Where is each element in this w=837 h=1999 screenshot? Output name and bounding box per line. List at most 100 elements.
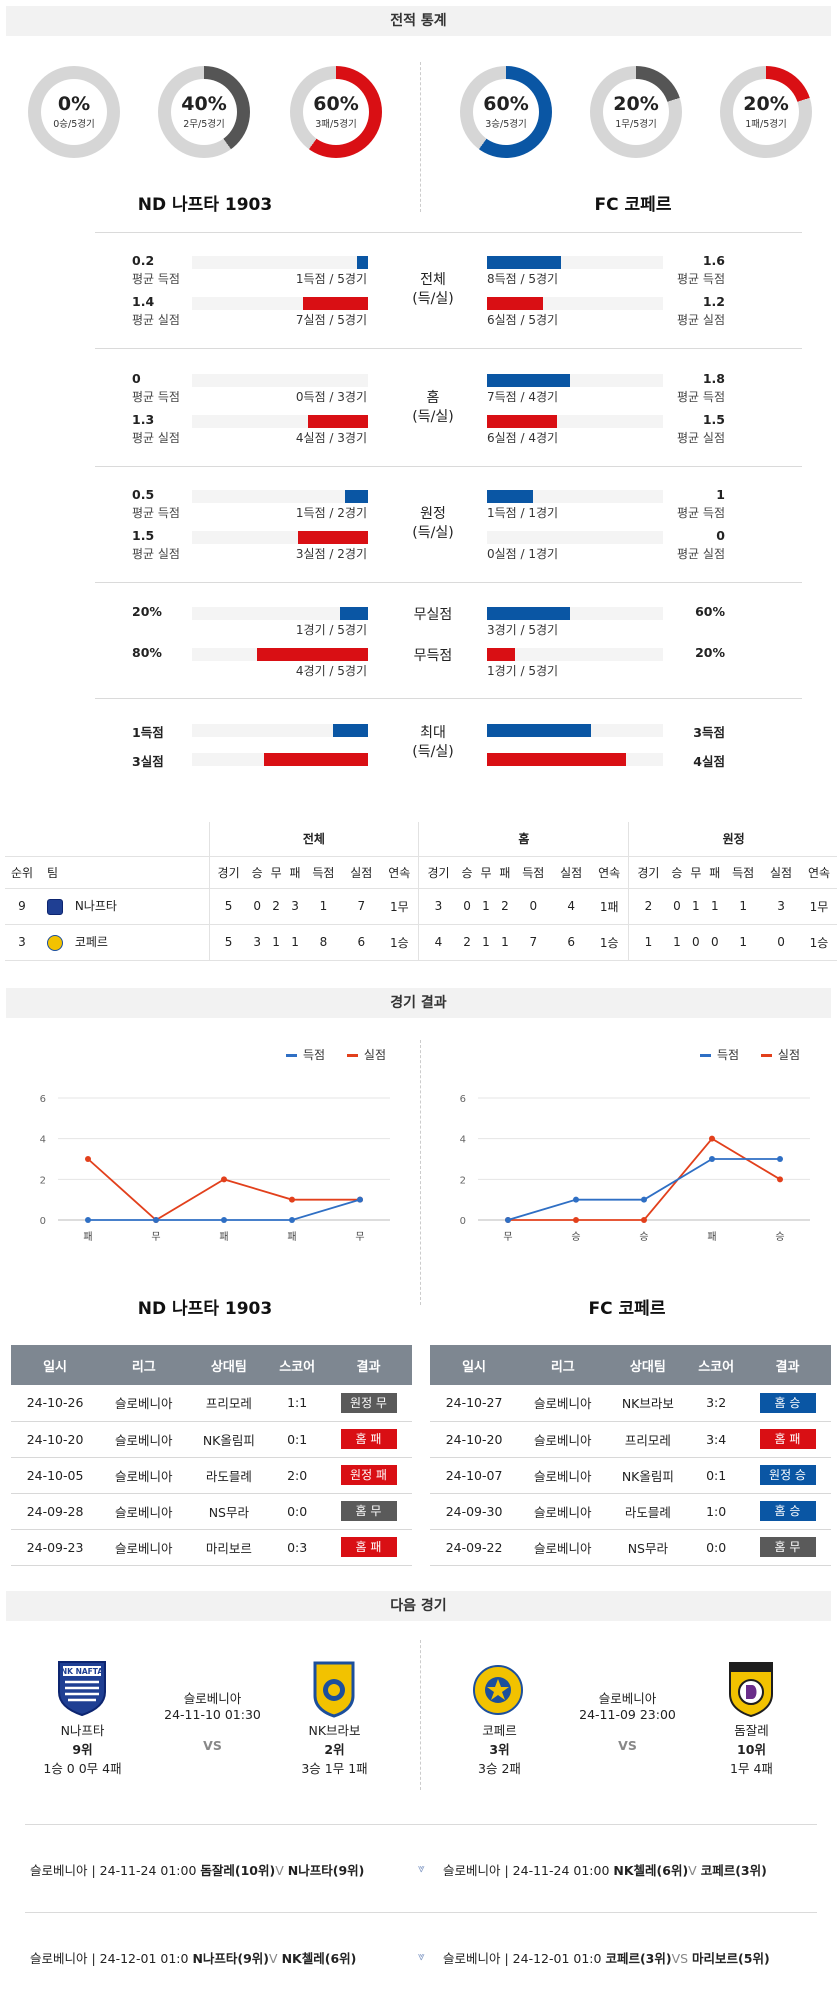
donut-percent: 60% <box>313 93 359 115</box>
data-point[interactable] <box>709 1135 715 1142</box>
match-score: 0:1 <box>688 1457 745 1494</box>
away-stat-value: 1.5 <box>702 412 725 427</box>
match-date: 24-10-26 <box>11 1385 100 1422</box>
data-point[interactable] <box>221 1176 227 1183</box>
data-point[interactable] <box>641 1217 647 1223</box>
column-header: 연속 <box>799 856 837 889</box>
data-point[interactable] <box>573 1217 579 1223</box>
standings-cell: 4 <box>552 888 591 925</box>
standings-cell: 1 <box>304 888 343 925</box>
column-header: 득점 <box>304 856 343 889</box>
x-tick-label: 무 <box>503 1232 512 1243</box>
table-row[interactable]: 24-09-28 슬로베니아 NS무라 0:0 홈 무 <box>11 1493 412 1530</box>
chevron-down-icon[interactable]: ⩔ <box>418 1861 425 1875</box>
x-tick-label: 패 <box>83 1231 92 1243</box>
match-opponent[interactable]: 라도믈례 <box>607 1493 689 1530</box>
result-badge: 원정 패 <box>340 1465 397 1485</box>
match-opponent[interactable]: 라도믈례 <box>188 1457 270 1494</box>
future-match[interactable]: 슬로베니아 | 24-12-01 01:0 코페르(3위)VS 마리보르(5위) <box>443 1951 770 1966</box>
donut-label: 1패/5경기 <box>745 119 787 130</box>
donut-chart: 60% 3승/5경기 <box>460 66 552 158</box>
data-point[interactable] <box>641 1196 647 1203</box>
results-table-home: 일시 리그 상대팀 스코어 결과 24-10-26 슬로베니아 프리모레 1:1 원정 … <box>11 1345 412 1566</box>
column-header: 승 <box>667 856 687 889</box>
bravo-logo-icon <box>313 1661 355 1718</box>
column-header: 결과 <box>744 1345 831 1385</box>
data-point[interactable] <box>289 1217 295 1223</box>
standings-cell: 1승 <box>590 924 630 961</box>
match-opponent[interactable]: NK브라보 <box>607 1385 689 1422</box>
home-stat-label: 평균 실점 <box>132 313 180 327</box>
standings-cell: 1승 <box>380 924 420 961</box>
team-name[interactable]: 코페르 <box>74 935 108 950</box>
match-opponent[interactable]: 프리모레 <box>188 1385 270 1422</box>
home-stat-caption: 1득점 / 2경기 <box>295 506 367 520</box>
away-stat-value: 1.2 <box>702 294 725 309</box>
donut-percent: 0% <box>57 93 91 115</box>
table-row[interactable]: 24-09-30 슬로베니아 라도믈례 1:0 홈 승 <box>430 1493 831 1530</box>
standings-cell: 1 <box>476 888 496 925</box>
match-opponent[interactable]: 마리보르 <box>188 1529 270 1566</box>
data-point[interactable] <box>777 1176 783 1183</box>
match-score: 0:0 <box>688 1529 745 1566</box>
table-row[interactable]: 24-10-26 슬로베니아 프리모레 1:1 원정 무 <box>11 1385 412 1422</box>
table-row[interactable]: 24-10-20 슬로베니아 프리모레 3:4 홈 패 <box>430 1421 831 1458</box>
standings-cell: 7 <box>514 924 553 961</box>
data-point[interactable] <box>573 1196 579 1203</box>
future-match[interactable]: 슬로베니아 | 24-12-01 01:0 N나프타(9위)V NK첼레(6위) <box>30 1951 357 1966</box>
divider <box>420 62 421 212</box>
table-row[interactable]: 3 코페르 5 3 1 1 8 6 1승 4 2 1 1 7 6 1승 1 1 0 0 1 0 1승 <box>5 924 837 961</box>
standings-cell: 3 <box>762 888 800 925</box>
match-opponent[interactable]: NS무라 <box>607 1529 689 1566</box>
column-header: 패 <box>705 856 725 889</box>
table-row[interactable]: 24-10-07 슬로베니아 NK올림피 0:1 원정 승 <box>430 1457 831 1494</box>
home-stat-value: 0.5 <box>132 487 155 502</box>
donut-percent: 40% <box>181 93 227 115</box>
match-score: 3:4 <box>688 1421 745 1458</box>
standings-cell: 3 <box>247 924 267 961</box>
table-row[interactable]: 9 N나프타 5 0 2 3 1 7 1무 3 0 1 2 0 4 1패 2 0 1 1 1 3 1무 <box>5 888 837 925</box>
match-league: 슬로베니아 <box>99 1457 189 1494</box>
table-row[interactable]: 24-10-20 슬로베니아 NK올림피 0:1 홈 패 <box>11 1421 412 1458</box>
table-row[interactable]: 24-10-05 슬로베니아 라도믈례 2:0 원정 패 <box>11 1457 412 1494</box>
data-point[interactable] <box>153 1217 159 1223</box>
table-row[interactable]: 24-10-27 슬로베니아 NK브라보 3:2 홈 승 <box>430 1385 831 1422</box>
match-league: 슬로베니아 <box>99 1529 189 1566</box>
match-opponent[interactable]: NK올림피 <box>607 1457 689 1494</box>
y-tick-label: 4 <box>40 1135 46 1146</box>
data-point[interactable] <box>85 1156 91 1162</box>
standings-cell: 6 <box>342 924 381 961</box>
future-match[interactable]: 슬로베니아 | 24-11-24 01:00 돔잘레(10위)V N나프타(9위… <box>30 1863 365 1878</box>
home-stat-value: 0 <box>132 371 141 386</box>
column-header: 득점 <box>724 856 763 889</box>
table-row[interactable]: 24-09-22 슬로베니아 NS무라 0:0 홈 무 <box>430 1529 831 1566</box>
next-away-name: NK브라보 <box>308 1723 361 1738</box>
next-vs: VS <box>203 1738 222 1753</box>
match-league: 슬로베니아 <box>518 1457 608 1494</box>
series-line <box>88 1198 361 1221</box>
match-opponent[interactable]: NK올림피 <box>188 1421 270 1458</box>
data-point[interactable] <box>505 1217 511 1223</box>
future-match[interactable]: 슬로베니아 | 24-11-24 01:00 NK첼레(6위)V 코페르(3위) <box>443 1863 767 1878</box>
match-opponent[interactable]: 프리모레 <box>607 1421 689 1458</box>
match-opponent[interactable]: NS무라 <box>188 1493 270 1530</box>
standings-cell: 5 <box>209 888 248 925</box>
data-point[interactable] <box>709 1156 715 1162</box>
donut-chart: 20% 1패/5경기 <box>720 66 812 158</box>
data-point[interactable] <box>357 1196 363 1203</box>
result-badge: 홈 패 <box>340 1429 397 1449</box>
data-point[interactable] <box>85 1217 91 1223</box>
chevron-down-icon[interactable]: ⩔ <box>418 1949 425 1963</box>
divider <box>420 1040 421 1305</box>
standings-cell: 1 <box>628 924 668 961</box>
data-point[interactable] <box>221 1217 227 1223</box>
home-stat-caption: 1경기 / 5경기 <box>295 623 367 637</box>
data-point[interactable] <box>289 1196 295 1203</box>
team-name[interactable]: N나프타 <box>74 899 117 914</box>
home-stat-value: 20% <box>132 604 162 619</box>
away-stat-value: 1 <box>716 487 725 502</box>
next-home-name: 코페르 <box>482 1723 517 1738</box>
away-stat-bar <box>487 374 570 387</box>
table-row[interactable]: 24-09-23 슬로베니아 마리보르 0:3 홈 패 <box>11 1529 412 1566</box>
data-point[interactable] <box>777 1156 783 1162</box>
